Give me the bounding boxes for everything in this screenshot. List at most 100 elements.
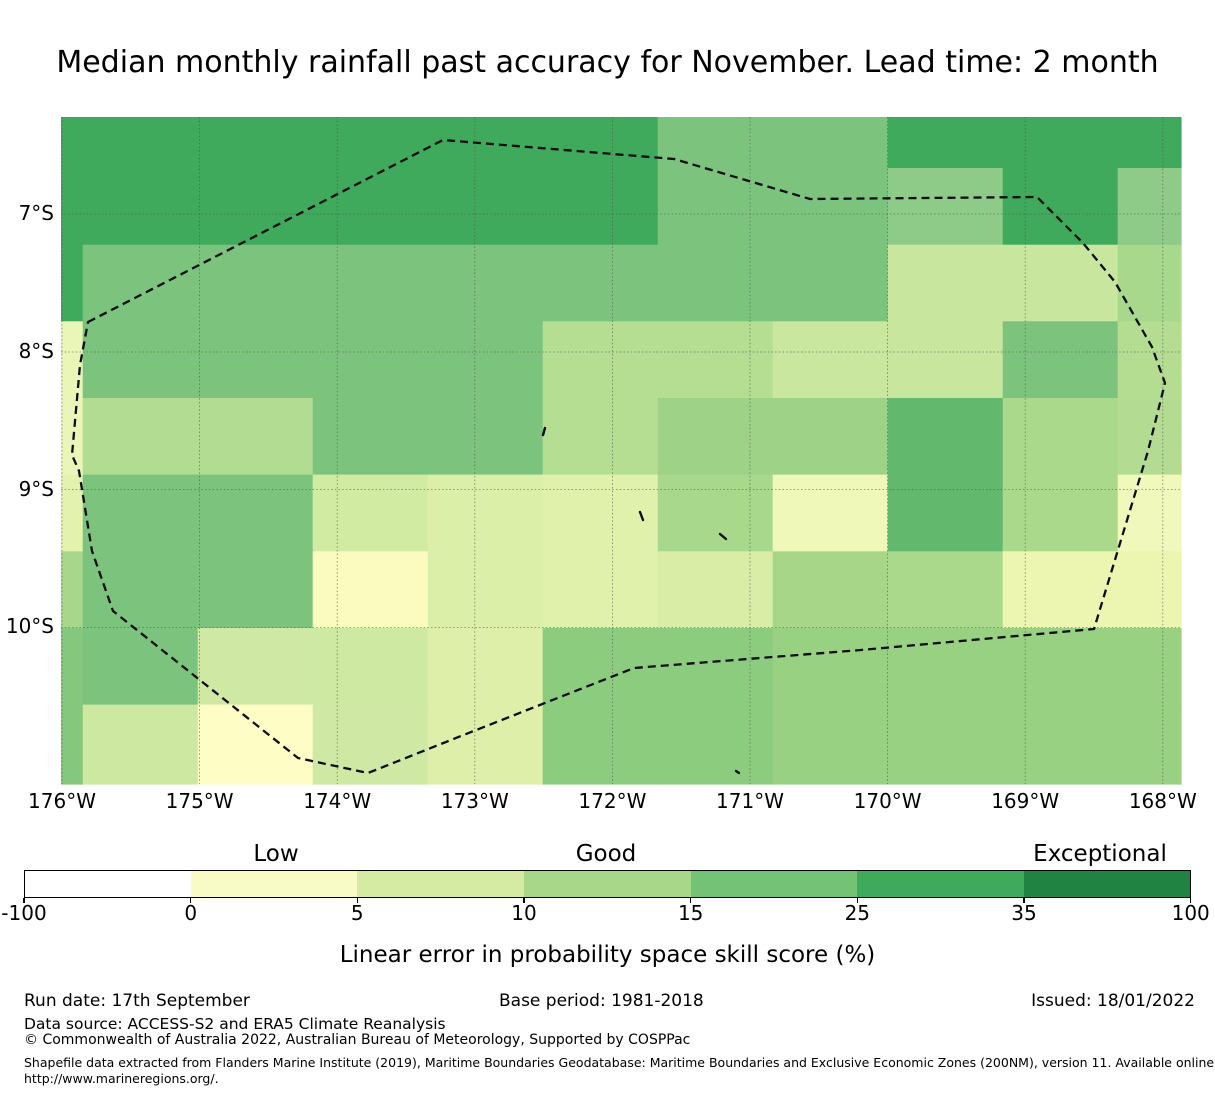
colorbar-tick-label: -100 (1, 901, 47, 925)
map-cell (427, 474, 544, 552)
island-mark (638, 510, 645, 522)
lat-tick-label: 9°S (18, 476, 54, 501)
map-cell (657, 704, 774, 785)
lon-tick-label: 174°W (303, 789, 372, 813)
footer-base-period: Base period: 1981-2018 (499, 991, 704, 1011)
map-cell (197, 628, 314, 706)
colorbar-tick (23, 898, 25, 903)
map-cell (887, 321, 1004, 399)
colorbar-frame (24, 870, 1191, 898)
footer-copyright: © Commonwealth of Australia 2022, Austra… (24, 1032, 691, 1048)
map-cell (1117, 244, 1182, 322)
map-cell (61, 551, 84, 629)
colorbar-segment (190, 870, 359, 898)
map-cell (657, 244, 774, 322)
footer-shapefile-attribution: Shapefile data extracted from Flanders M… (24, 1055, 1215, 1070)
map-cell (61, 398, 84, 476)
map-cell (772, 117, 889, 169)
lon-tick-label: 170°W (853, 789, 922, 813)
map-cell (887, 117, 1004, 169)
map-cell (887, 244, 1004, 322)
map-cell (197, 551, 314, 629)
island-mark (541, 426, 547, 437)
map-cell (887, 704, 1004, 785)
map-cell (772, 551, 889, 629)
island-mark (718, 532, 728, 541)
map-cell (542, 117, 659, 169)
colorbar-tick-label: 15 (677, 901, 704, 925)
map-cell (1002, 628, 1119, 706)
map-cell (1002, 398, 1119, 476)
map-cell (82, 628, 199, 706)
map-cell (427, 117, 544, 169)
map-cell (1117, 704, 1182, 785)
lon-tick-label: 175°W (165, 789, 234, 813)
map-cell (1002, 244, 1119, 322)
map-cell (887, 398, 1004, 476)
map-cell (197, 117, 314, 169)
colorbar-tick (689, 898, 692, 903)
colorbar-category-label: Low (253, 841, 299, 867)
map-cell (887, 551, 1004, 629)
map-cell (197, 244, 314, 322)
map-cell (61, 321, 84, 399)
map-cell (772, 474, 889, 552)
map-cell (542, 168, 659, 246)
map-cell (82, 398, 199, 476)
map-cell (1002, 474, 1119, 552)
map-cell (1002, 551, 1119, 629)
map-cell (772, 244, 889, 322)
colorbar-axis-label: Linear error in probability space skill … (339, 942, 876, 968)
map-cell (312, 117, 429, 169)
colorbar-segment (357, 870, 525, 898)
map-cell (197, 321, 314, 399)
page-title: Median monthly rainfall past accuracy fo… (56, 45, 1159, 80)
map-cell (312, 168, 429, 246)
colorbar-tick-label: 100 (1171, 901, 1210, 925)
lon-tick-label: 172°W (578, 789, 647, 813)
map-cell (657, 551, 774, 629)
colorbar-segment (524, 870, 692, 898)
map-cell (82, 321, 199, 399)
map-cell (61, 168, 84, 246)
map-cell (427, 704, 544, 785)
colorbar-tick-label: 25 (844, 901, 871, 925)
map-cell (772, 398, 889, 476)
colorbar-tick (523, 898, 525, 903)
map-cell (657, 168, 774, 246)
map-cell (1117, 628, 1182, 706)
map-cell (197, 704, 314, 785)
lon-tick-label: 171°W (716, 789, 784, 813)
map-cell (312, 321, 429, 399)
colorbar-tick (1023, 898, 1025, 903)
footer-data-source: Data source: ACCESS-S2 and ERA5 Climate … (24, 1015, 446, 1033)
colorbar-category-label: Good (575, 841, 637, 867)
map-cell (1117, 168, 1182, 246)
map-cell (82, 474, 199, 552)
map-cell (427, 321, 544, 399)
island-mark (734, 769, 741, 775)
map-cell (197, 398, 314, 476)
lat-tick-label: 10°S (5, 614, 54, 639)
map-cell (772, 628, 889, 706)
map-cell (542, 474, 659, 552)
map-cell (312, 474, 429, 552)
colorbar-tick-label: 10 (511, 901, 537, 925)
footer-run-date: Run date: 17th September (24, 991, 250, 1011)
map-cell (82, 117, 199, 169)
colorbar-tick-label: 0 (184, 901, 198, 925)
lon-tick-label: 173°W (440, 789, 509, 813)
map-cell (1117, 117, 1182, 169)
map-cell (312, 628, 429, 706)
map-cell (427, 628, 544, 706)
map-cell (542, 551, 659, 629)
map-cell (61, 704, 84, 785)
colorbar-category-label: Exceptional (1033, 841, 1167, 867)
footer-shapefile-url: http://www.marineregions.org/. (24, 1071, 219, 1086)
map-cell (657, 474, 774, 552)
map-cell (772, 168, 889, 246)
colorbar-segment (24, 870, 192, 898)
map-cell (542, 398, 659, 476)
map-cell (1002, 117, 1119, 169)
